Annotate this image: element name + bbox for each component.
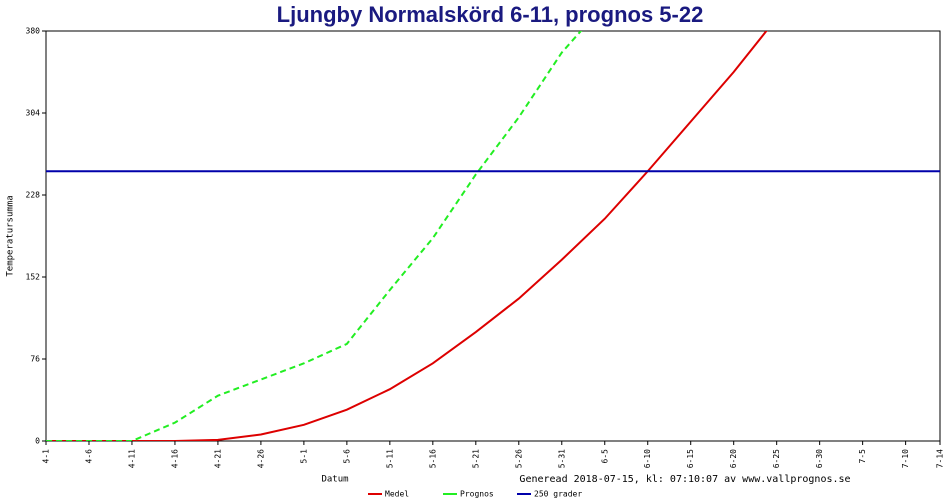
- annotation: Generead 2018-07-15, kl: 07:10:07 av www…: [519, 474, 850, 485]
- x-tick-label: 6-25: [772, 449, 781, 468]
- x-tick-label: 7-10: [901, 449, 910, 468]
- legend-label: Prognos: [460, 490, 494, 499]
- x-tick-label: 6-5: [600, 449, 609, 464]
- x-tick-label: 5-16: [428, 449, 437, 468]
- x-tick-label: 6-10: [643, 449, 652, 468]
- y-tick-label: 0: [35, 437, 40, 446]
- plot-area: [46, 31, 940, 441]
- x-tick-label: 5-21: [471, 449, 480, 468]
- x-tick-label: 6-30: [815, 449, 824, 468]
- x-tick-label: 4-26: [256, 449, 265, 468]
- x-tick-label: 5-11: [385, 449, 394, 468]
- y-tick-label: 152: [26, 273, 41, 282]
- plot-frame: [45, 30, 941, 442]
- x-tick-label: 7-14: [936, 449, 945, 468]
- x-tick-label: 4-1: [42, 449, 51, 464]
- y-tick-label: 304: [26, 109, 41, 118]
- series-line: [46, 31, 583, 441]
- y-axis-label: Temperatursumma: [6, 195, 16, 276]
- legend-label: Medel: [385, 490, 409, 499]
- x-tick-label: 5-26: [514, 449, 523, 468]
- x-tick-label: 5-6: [342, 449, 351, 464]
- x-tick-label: 5-1: [299, 449, 308, 464]
- series-line: [46, 31, 768, 441]
- chart-title: Ljungby Normalskörd 6-11, prognos 5-22: [277, 2, 704, 27]
- legend-label: 250 grader: [534, 490, 582, 499]
- x-tick-label: 4-11: [127, 449, 136, 468]
- x-tick-label: 4-16: [170, 449, 179, 468]
- x-tick-label: 4-6: [84, 449, 93, 464]
- y-tick-label: 76: [30, 355, 40, 364]
- x-tick-label: 6-20: [729, 449, 738, 468]
- y-tick-label: 228: [26, 191, 41, 200]
- y-tick-label: 380: [26, 27, 41, 36]
- x-tick-label: 7-5: [858, 449, 867, 464]
- x-axis-label: Datum: [321, 475, 348, 485]
- x-tick-label: 4-21: [213, 449, 222, 468]
- x-tick-label: 6-15: [686, 449, 695, 468]
- x-tick-label: 5-31: [557, 449, 566, 468]
